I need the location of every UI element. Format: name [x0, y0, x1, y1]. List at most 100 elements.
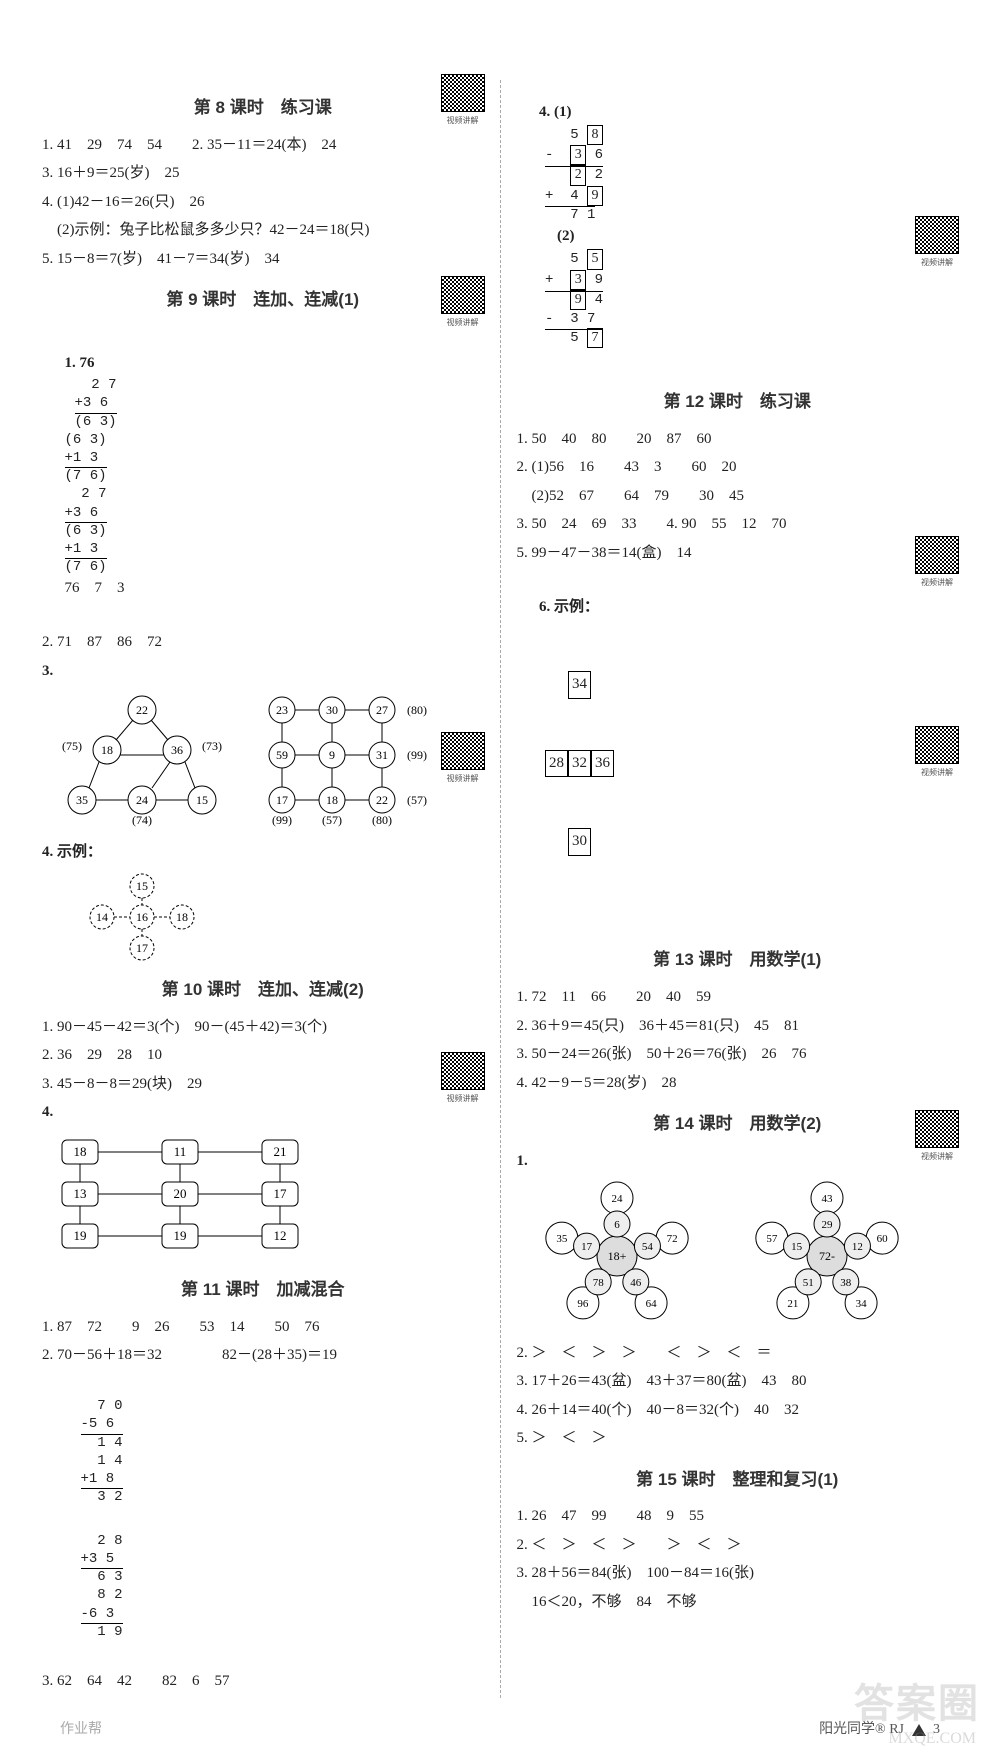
svg-text:(57): (57) [407, 793, 427, 807]
qr-label: 视频讲解 [447, 772, 479, 786]
svg-text:17: 17 [581, 1241, 593, 1253]
flowers-svg: 18+ 6245472466478961735 72- 294312603834… [517, 1181, 957, 1331]
calc-stack: 2 7 +3 6 (6 3) +1 3 (7 6) [65, 485, 107, 576]
svg-text:24: 24 [136, 793, 148, 807]
svg-text:19: 19 [174, 1228, 187, 1243]
lesson-12-title: 第 12 课时 练习课 [517, 388, 959, 417]
l15-r3b: 16＜20，不够 84 不够 [517, 1590, 959, 1616]
svg-text:24: 24 [611, 1193, 623, 1205]
svg-text:35: 35 [556, 1233, 568, 1245]
qr-label: 视频讲解 [921, 576, 953, 590]
svg-text:38: 38 [840, 1276, 852, 1288]
qr-lesson-12: 视频讲解 [910, 216, 964, 270]
svg-text:12: 12 [851, 1241, 862, 1253]
r-top-q4: 4. (1) 5 8 - 3 6 2 2 + 4 9 7 1 (2) 5 5 +… [517, 74, 959, 374]
svg-text:43: 43 [821, 1193, 833, 1205]
l10-row4: 4. [42, 1100, 484, 1126]
svg-text:18: 18 [74, 1144, 87, 1159]
l13-r2: 2. 36＋9＝45(只) 36＋45＝81(只) 45 81 [517, 1014, 959, 1040]
triangle-grids-svg: 22 18 36 35 24 15 (75) (73) (74) [42, 690, 462, 830]
lesson-13-title: 第 13 课时 用数学(1) [517, 946, 959, 975]
l10-row1: 1. 90－45－42＝3(个) 90－(45＋42)＝3(个) [42, 1015, 484, 1041]
calc-stack: 5 8 - 3 6 2 2 + 4 9 7 1 [545, 125, 603, 224]
lesson-15-title: 第 15 课时 整理和复习(1) [517, 1466, 959, 1495]
l9-row4: 4. 示例： [42, 840, 484, 866]
l15-r1: 1. 26 47 99 48 9 55 [517, 1504, 959, 1530]
svg-text:22: 22 [376, 793, 388, 807]
l14-r4: 4. 26＋14＝40(个) 40－8＝32(个) 40 32 [517, 1398, 959, 1424]
footer-left: 作业帮 [60, 1718, 102, 1742]
svg-text:9: 9 [329, 748, 335, 762]
qr-lesson-10: 视频讲解 [436, 732, 490, 786]
qr-lesson-15: 视频讲解 [910, 1110, 964, 1164]
cross-boxes: 34 283236 30 [545, 620, 614, 907]
svg-text:72: 72 [666, 1233, 677, 1245]
l12-r2b: (2)52 67 64 79 30 45 [517, 484, 959, 510]
l12-r2a: 2. (1)56 16 43 3 60 20 [517, 455, 959, 481]
l11-row3: 3. 62 64 42 82 6 57 [42, 1669, 484, 1695]
l13-r1: 1. 72 11 66 20 40 59 [517, 985, 959, 1011]
qr-icon [441, 732, 485, 770]
calc-stack: (6 3) +1 3 (7 6) [65, 431, 107, 486]
svg-text:18+: 18+ [607, 1249, 626, 1263]
l14-r2: 2. ＞ ＜ ＞ ＞ ＜ ＞ ＜ ＝ [517, 1341, 959, 1367]
l13-r4: 4. 42－9－5＝28(岁) 28 [517, 1071, 959, 1097]
l11-calcs: 7 0 -5 6 1 4 1 4 +1 8 3 2 2 8 +3 5 6 3 8… [58, 1372, 484, 1667]
svg-text:18: 18 [176, 910, 188, 924]
qr-label: 视频讲解 [921, 766, 953, 780]
l9-graph4: 15 14 16 18 17 [42, 872, 484, 962]
calc-stack: 8 2 -6 3 1 9 [81, 1586, 123, 1641]
qr-label: 视频讲解 [447, 1092, 479, 1106]
svg-text:17: 17 [276, 793, 288, 807]
l9-row2: 2. 71 87 86 72 [42, 630, 484, 656]
svg-text:21: 21 [274, 1144, 287, 1159]
l15-r2: 2. ＜ ＞ ＜ ＞ ＞ ＜ ＞ [517, 1533, 959, 1559]
left-column: 视频讲解 第 8 课时 练习课 1. 41 29 74 54 2. 35－11＝… [30, 80, 496, 1698]
svg-text:14: 14 [96, 910, 108, 924]
r-top-lead2: (2) [557, 228, 575, 244]
lesson-8-title: 第 8 课时 练习课 [42, 94, 484, 123]
qr-label: 视频讲解 [921, 256, 953, 270]
svg-text:72-: 72- [819, 1249, 835, 1263]
svg-text:12: 12 [274, 1228, 287, 1243]
svg-text:34: 34 [855, 1297, 867, 1309]
l8-row3: 3. 16＋9＝25(岁) 25 [42, 161, 484, 187]
svg-text:78: 78 [592, 1276, 604, 1288]
qr-lesson-14: 视频讲解 [910, 726, 964, 780]
svg-text:31: 31 [376, 748, 388, 762]
calc-stack: 1 4 +1 8 3 2 [81, 1452, 123, 1507]
calc-stack: 5 5 + 3 9 9 4 - 3 7 5 7 [545, 249, 603, 348]
svg-text:17: 17 [136, 941, 148, 955]
box-grid-svg: 181121 132017 191912 [42, 1132, 322, 1262]
svg-text:27: 27 [376, 703, 388, 717]
svg-text:36: 36 [171, 743, 183, 757]
svg-text:30: 30 [326, 703, 338, 717]
l8-row4a: 4. (1)42－16＝26(只) 26 [42, 190, 484, 216]
svg-text:18: 18 [101, 743, 113, 757]
svg-text:46: 46 [630, 1276, 642, 1288]
svg-text:15: 15 [196, 793, 208, 807]
l14-r5: 5. ＞ ＜ ＞ [517, 1426, 959, 1452]
svg-text:(99): (99) [407, 748, 427, 762]
svg-text:17: 17 [274, 1186, 288, 1201]
svg-text:19: 19 [74, 1228, 87, 1243]
page-footer: 作业帮 阳光同学® RJ 3 [0, 1718, 1000, 1742]
svg-text:15: 15 [136, 879, 148, 893]
svg-text:(73): (73) [202, 739, 222, 753]
calc-stack: 7 0 -5 6 1 4 [81, 1397, 123, 1452]
svg-text:13: 13 [74, 1186, 87, 1201]
svg-text:20: 20 [174, 1186, 187, 1201]
lesson-11-title: 第 11 课时 加减混合 [42, 1276, 484, 1305]
svg-text:35: 35 [76, 793, 88, 807]
svg-text:(80): (80) [407, 703, 427, 717]
l15-r3: 3. 28＋56＝84(张) 100－84＝16(张) [517, 1561, 959, 1587]
qr-label: 视频讲解 [447, 316, 479, 330]
svg-text:16: 16 [136, 910, 148, 924]
svg-text:18: 18 [326, 793, 338, 807]
l12-r6: 6. 示例： 34 283236 30 [517, 569, 959, 932]
qr-icon [915, 1110, 959, 1148]
svg-text:51: 51 [802, 1276, 813, 1288]
svg-text:57: 57 [766, 1233, 778, 1245]
qr-lesson-13: 视频讲解 [910, 536, 964, 590]
right-column: 4. (1) 5 8 - 3 6 2 2 + 4 9 7 1 (2) 5 5 +… [505, 80, 971, 1698]
